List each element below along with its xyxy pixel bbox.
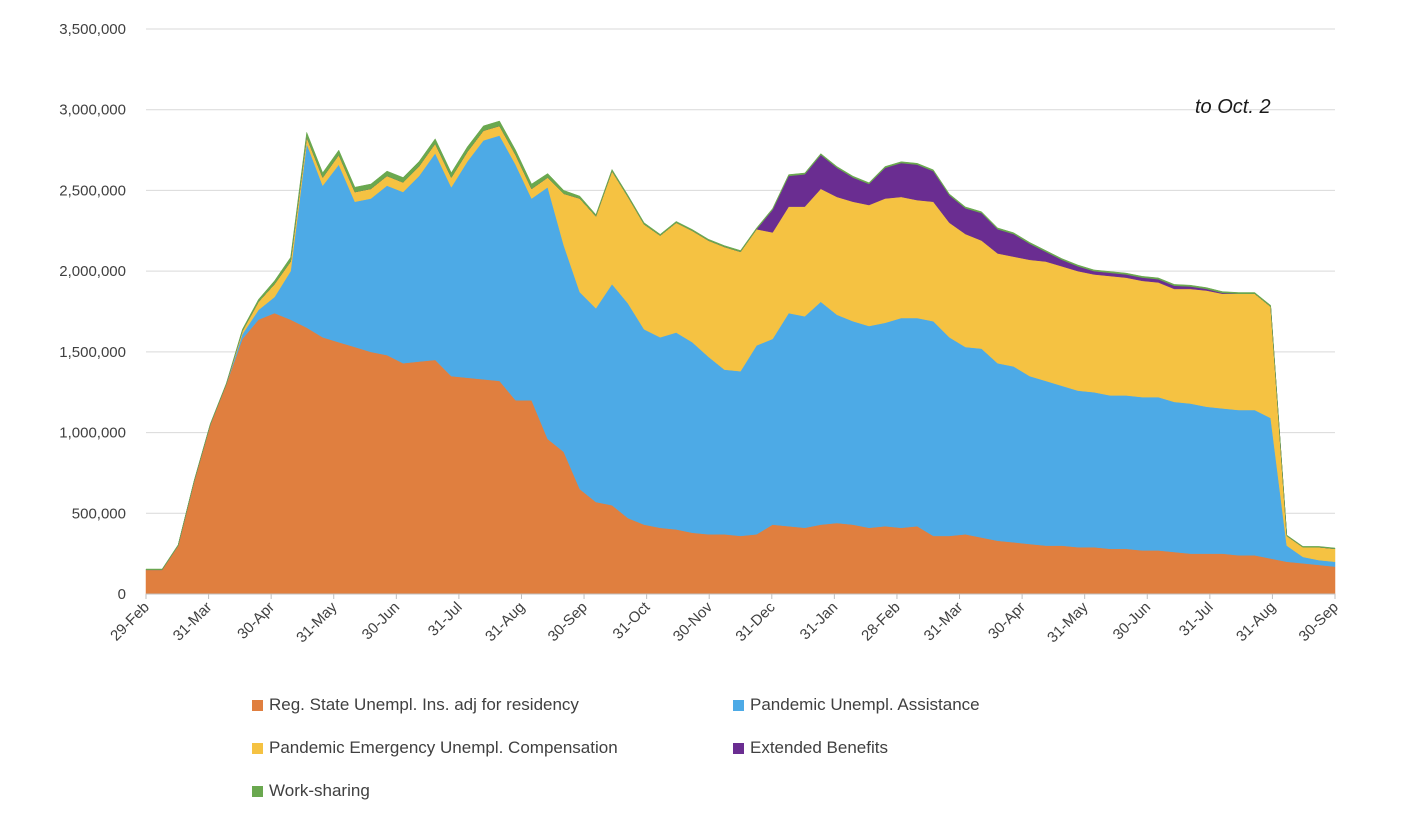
- x-tick-label: 31-May: [1044, 598, 1092, 646]
- legend-item-peuc: Pandemic Emergency Unempl. Compensation: [252, 738, 618, 758]
- y-tick-label: 1,000,000: [59, 425, 126, 442]
- y-tick-label: 2,500,000: [59, 182, 126, 199]
- legend-item-extended-benefits: Extended Benefits: [733, 738, 888, 758]
- legend-label-regular-state: Reg. State Unempl. Ins. adj for residenc…: [269, 695, 579, 714]
- x-tick-label: 30-Apr: [234, 599, 278, 643]
- area-work-sharing: [145, 120, 1336, 571]
- legend-item-work-sharing: Work-sharing: [252, 781, 370, 801]
- legend-swatch-regular-state: [252, 699, 263, 711]
- legend-label-pua: Pandemic Unempl. Assistance: [750, 695, 980, 714]
- x-tick-label: 31-Oct: [610, 598, 654, 642]
- x-tick-label: 30-Sep: [545, 599, 591, 645]
- x-tick-label: 31-Jul: [425, 599, 466, 640]
- y-tick-label: 3,000,000: [59, 102, 126, 119]
- legend-item-pua: Pandemic Unempl. Assistance: [733, 695, 980, 715]
- x-tick-label: 31-May: [293, 598, 341, 646]
- x-tick-label: 30-Nov: [670, 598, 717, 645]
- x-tick-label: 30-Apr: [985, 599, 1029, 643]
- legend-swatch-pua: [733, 699, 744, 711]
- legend-swatch-peuc: [252, 742, 263, 754]
- x-tick-label: 31-Aug: [482, 599, 528, 645]
- legend-swatch-extended-benefits: [733, 742, 744, 754]
- legend-label-work-sharing: Work-sharing: [269, 781, 370, 800]
- y-tick-label: 2,000,000: [59, 263, 126, 280]
- annotation-to-oct-2: to Oct. 2: [1195, 96, 1271, 118]
- x-tick-label: 30-Jun: [1110, 599, 1154, 643]
- x-tick-label: 30-Sep: [1296, 599, 1342, 645]
- y-tick-labels: 0 500,000 1,000,000 1,500,000 2,000,000 2,500…: [59, 21, 126, 603]
- x-tick-label: 31-Jul: [1176, 599, 1217, 640]
- y-tick-label: 0: [118, 586, 126, 603]
- x-tick-label: 28-Feb: [858, 599, 904, 645]
- legend-label-peuc: Pandemic Emergency Unempl. Compensation: [269, 738, 618, 757]
- x-tick-labels: 29-Feb 31-Mar 30-Apr 31-May 30-Jun 31-Jul 31-A…: [107, 594, 1342, 646]
- x-tick-label: 31-Mar: [170, 599, 216, 645]
- y-tick-label: 3,500,000: [59, 21, 126, 38]
- x-tick-label: 31-Aug: [1233, 599, 1279, 645]
- x-tick-label: 29-Feb: [107, 599, 153, 645]
- x-tick-label: 31-Jan: [797, 599, 841, 643]
- stacked-areas: [145, 120, 1336, 595]
- legend-item-regular-state: Reg. State Unempl. Ins. adj for residenc…: [252, 695, 579, 715]
- y-tick-label: 1,500,000: [59, 344, 126, 361]
- legend-label-extended-benefits: Extended Benefits: [750, 738, 888, 757]
- legend-swatch-work-sharing: [252, 785, 263, 797]
- x-tick-label: 31-Mar: [921, 599, 967, 645]
- x-tick-label: 30-Jun: [359, 599, 403, 643]
- y-tick-label: 500,000: [72, 505, 126, 522]
- x-tick-label: 31-Dec: [732, 598, 779, 645]
